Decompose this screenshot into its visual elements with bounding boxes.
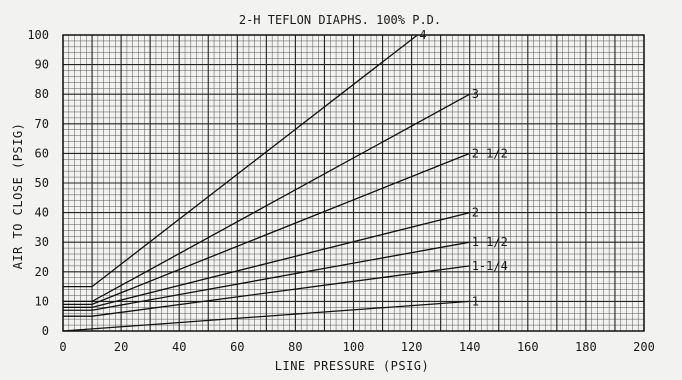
series-line xyxy=(62,300,470,332)
plot-frame xyxy=(62,34,645,332)
series-line xyxy=(63,241,470,311)
x-tick-label: 0 xyxy=(59,340,66,354)
x-tick-label: 160 xyxy=(517,340,539,354)
y-tick-label: 60 xyxy=(35,146,49,160)
series-line xyxy=(63,211,470,308)
major-grid xyxy=(62,34,645,332)
series-line xyxy=(63,265,470,317)
y-tick-label: 90 xyxy=(35,58,49,72)
series-label: 4 xyxy=(419,28,426,42)
y-tick-label: 20 xyxy=(35,265,49,279)
y-axis-label: AIR TO CLOSE (PSIG) xyxy=(11,123,25,270)
y-tick-label: 0 xyxy=(42,324,49,338)
chart-title: 2-H TEFLON DIAPHS. 100% P.D. xyxy=(239,13,441,27)
series-labels: 4 3 2 1/2 2 1 1/2 1-1/4 1 xyxy=(419,28,507,308)
series-lines xyxy=(62,34,471,332)
series-line xyxy=(63,93,471,303)
y-tick-label: 40 xyxy=(35,206,49,220)
series-label: 1 1/2 xyxy=(472,235,508,249)
series-line xyxy=(63,152,470,306)
series-label: 2 xyxy=(472,206,479,220)
series-label: 1 xyxy=(472,294,479,308)
x-tick-label: 180 xyxy=(575,340,597,354)
x-tick-label: 40 xyxy=(172,340,186,354)
x-tick-label: 120 xyxy=(401,340,423,354)
x-tick-label: 200 xyxy=(633,340,655,354)
series-label: 2 1/2 xyxy=(472,146,508,160)
series-line xyxy=(63,34,418,288)
x-tick-label: 140 xyxy=(459,340,481,354)
x-tick-label: 60 xyxy=(230,340,244,354)
y-tick-label: 100 xyxy=(27,28,49,42)
y-tick-label: 30 xyxy=(35,235,49,249)
y-tick-label: 80 xyxy=(35,87,49,101)
x-axis-label: LINE PRESSURE (PSIG) xyxy=(275,359,430,373)
series-label: 1-1/4 xyxy=(472,259,508,273)
x-tick-label: 80 xyxy=(288,340,302,354)
x-axis-ticks: 0 20 40 60 80 100 120 140 160 180 200 xyxy=(59,340,654,354)
x-tick-label: 20 xyxy=(114,340,128,354)
x-tick-label: 100 xyxy=(343,340,365,354)
series-label: 3 xyxy=(472,87,479,101)
y-tick-label: 70 xyxy=(35,117,49,131)
y-tick-label: 10 xyxy=(35,294,49,308)
y-tick-label: 50 xyxy=(35,176,49,190)
y-axis-ticks: 0 10 20 30 40 50 60 70 80 90 100 xyxy=(27,28,49,338)
